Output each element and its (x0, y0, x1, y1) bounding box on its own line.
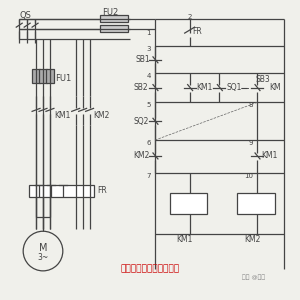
Bar (100, 15, 128, 22)
Text: KM1: KM1 (54, 111, 70, 120)
Text: SB2: SB2 (133, 83, 148, 92)
Text: 8: 8 (248, 102, 253, 108)
Bar (237, 193, 275, 214)
Text: 3: 3 (146, 46, 151, 52)
Text: 1: 1 (146, 30, 151, 36)
Text: QS: QS (19, 11, 31, 20)
Text: SQ1: SQ1 (226, 83, 242, 92)
Text: 自动往返电动机控制电路: 自动往返电动机控制电路 (120, 264, 180, 273)
Bar (100, 25, 128, 32)
Text: 2: 2 (188, 14, 192, 20)
Text: KM: KM (269, 83, 280, 92)
Text: 10: 10 (244, 173, 253, 179)
Text: KM2: KM2 (244, 235, 260, 244)
Text: SB1: SB1 (135, 55, 150, 64)
Bar (170, 193, 208, 214)
Text: 5: 5 (147, 102, 151, 108)
Bar (39, 69, 47, 82)
Text: KM2: KM2 (94, 111, 110, 120)
Text: KM1: KM1 (261, 152, 277, 160)
Text: 7: 7 (146, 173, 151, 179)
Text: FR: FR (193, 27, 202, 36)
Text: SB3: SB3 (255, 75, 270, 84)
Bar (46, 69, 54, 82)
Text: KM1: KM1 (177, 235, 193, 244)
Text: SQ2: SQ2 (133, 117, 148, 126)
Text: 3~: 3~ (38, 254, 49, 262)
Bar (29, 185, 94, 197)
Text: FU2: FU2 (102, 8, 119, 17)
Text: 6: 6 (146, 140, 151, 146)
Text: FU1: FU1 (55, 74, 71, 83)
Text: KM2: KM2 (133, 152, 149, 160)
Text: 9: 9 (248, 140, 253, 146)
Text: KM1: KM1 (196, 83, 213, 92)
Text: M: M (39, 243, 47, 253)
Bar (32, 69, 40, 82)
Text: FR: FR (98, 186, 107, 195)
Text: 头条 @电气: 头条 @电气 (242, 274, 266, 280)
Text: 4: 4 (147, 73, 151, 79)
